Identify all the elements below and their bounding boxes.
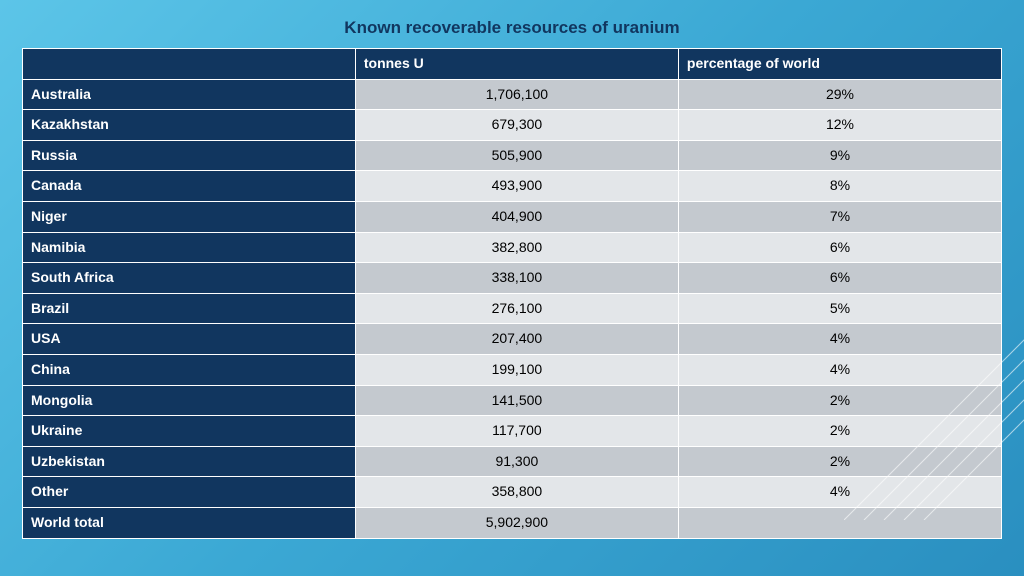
cell-country: World total <box>23 507 356 538</box>
cell-percentage: 4% <box>678 324 1001 355</box>
cell-percentage: 5% <box>678 293 1001 324</box>
cell-percentage: 4% <box>678 477 1001 508</box>
cell-tonnes: 505,900 <box>355 140 678 171</box>
cell-country: Uzbekistan <box>23 446 356 477</box>
cell-tonnes: 199,100 <box>355 354 678 385</box>
cell-tonnes: 207,400 <box>355 324 678 355</box>
cell-country: South Africa <box>23 263 356 294</box>
cell-country: China <box>23 354 356 385</box>
cell-tonnes: 404,900 <box>355 201 678 232</box>
cell-country: Ukraine <box>23 416 356 447</box>
cell-percentage: 2% <box>678 416 1001 447</box>
cell-country: Kazakhstan <box>23 110 356 141</box>
cell-tonnes: 493,900 <box>355 171 678 202</box>
cell-percentage: 7% <box>678 201 1001 232</box>
table-row: Other358,8004% <box>23 477 1002 508</box>
table-row: Mongolia141,5002% <box>23 385 1002 416</box>
cell-country: USA <box>23 324 356 355</box>
cell-percentage <box>678 507 1001 538</box>
cell-country: Namibia <box>23 232 356 263</box>
cell-percentage: 6% <box>678 232 1001 263</box>
cell-tonnes: 338,100 <box>355 263 678 294</box>
cell-tonnes: 276,100 <box>355 293 678 324</box>
cell-percentage: 12% <box>678 110 1001 141</box>
table-row: USA207,4004% <box>23 324 1002 355</box>
cell-country: Brazil <box>23 293 356 324</box>
table-row: Kazakhstan679,30012% <box>23 110 1002 141</box>
table-row: Brazil276,1005% <box>23 293 1002 324</box>
slide-container: Known recoverable resources of uranium t… <box>0 0 1024 539</box>
table-row: Niger404,9007% <box>23 201 1002 232</box>
cell-tonnes: 5,902,900 <box>355 507 678 538</box>
table-header-row: tonnes U percentage of world <box>23 49 1002 80</box>
cell-percentage: 6% <box>678 263 1001 294</box>
cell-country: Russia <box>23 140 356 171</box>
cell-country: Canada <box>23 171 356 202</box>
uranium-table: tonnes U percentage of world Australia1,… <box>22 48 1002 539</box>
cell-tonnes: 141,500 <box>355 385 678 416</box>
col-tonnes: tonnes U <box>355 49 678 80</box>
cell-country: Australia <box>23 79 356 110</box>
cell-tonnes: 358,800 <box>355 477 678 508</box>
cell-percentage: 2% <box>678 385 1001 416</box>
cell-tonnes: 1,706,100 <box>355 79 678 110</box>
slide-title: Known recoverable resources of uranium <box>22 18 1002 38</box>
cell-percentage: 29% <box>678 79 1001 110</box>
cell-percentage: 2% <box>678 446 1001 477</box>
table-row: Uzbekistan91,3002% <box>23 446 1002 477</box>
table-row: World total5,902,900 <box>23 507 1002 538</box>
cell-percentage: 8% <box>678 171 1001 202</box>
cell-country: Niger <box>23 201 356 232</box>
cell-percentage: 4% <box>678 354 1001 385</box>
table-row: Russia505,9009% <box>23 140 1002 171</box>
table-row: Canada493,9008% <box>23 171 1002 202</box>
table-row: Namibia382,8006% <box>23 232 1002 263</box>
cell-country: Other <box>23 477 356 508</box>
cell-tonnes: 382,800 <box>355 232 678 263</box>
table-row: Ukraine117,7002% <box>23 416 1002 447</box>
cell-tonnes: 117,700 <box>355 416 678 447</box>
cell-country: Mongolia <box>23 385 356 416</box>
cell-tonnes: 91,300 <box>355 446 678 477</box>
cell-tonnes: 679,300 <box>355 110 678 141</box>
table-row: South Africa338,1006% <box>23 263 1002 294</box>
table-row: China199,1004% <box>23 354 1002 385</box>
col-percentage: percentage of world <box>678 49 1001 80</box>
col-country <box>23 49 356 80</box>
table-row: Australia1,706,10029% <box>23 79 1002 110</box>
cell-percentage: 9% <box>678 140 1001 171</box>
